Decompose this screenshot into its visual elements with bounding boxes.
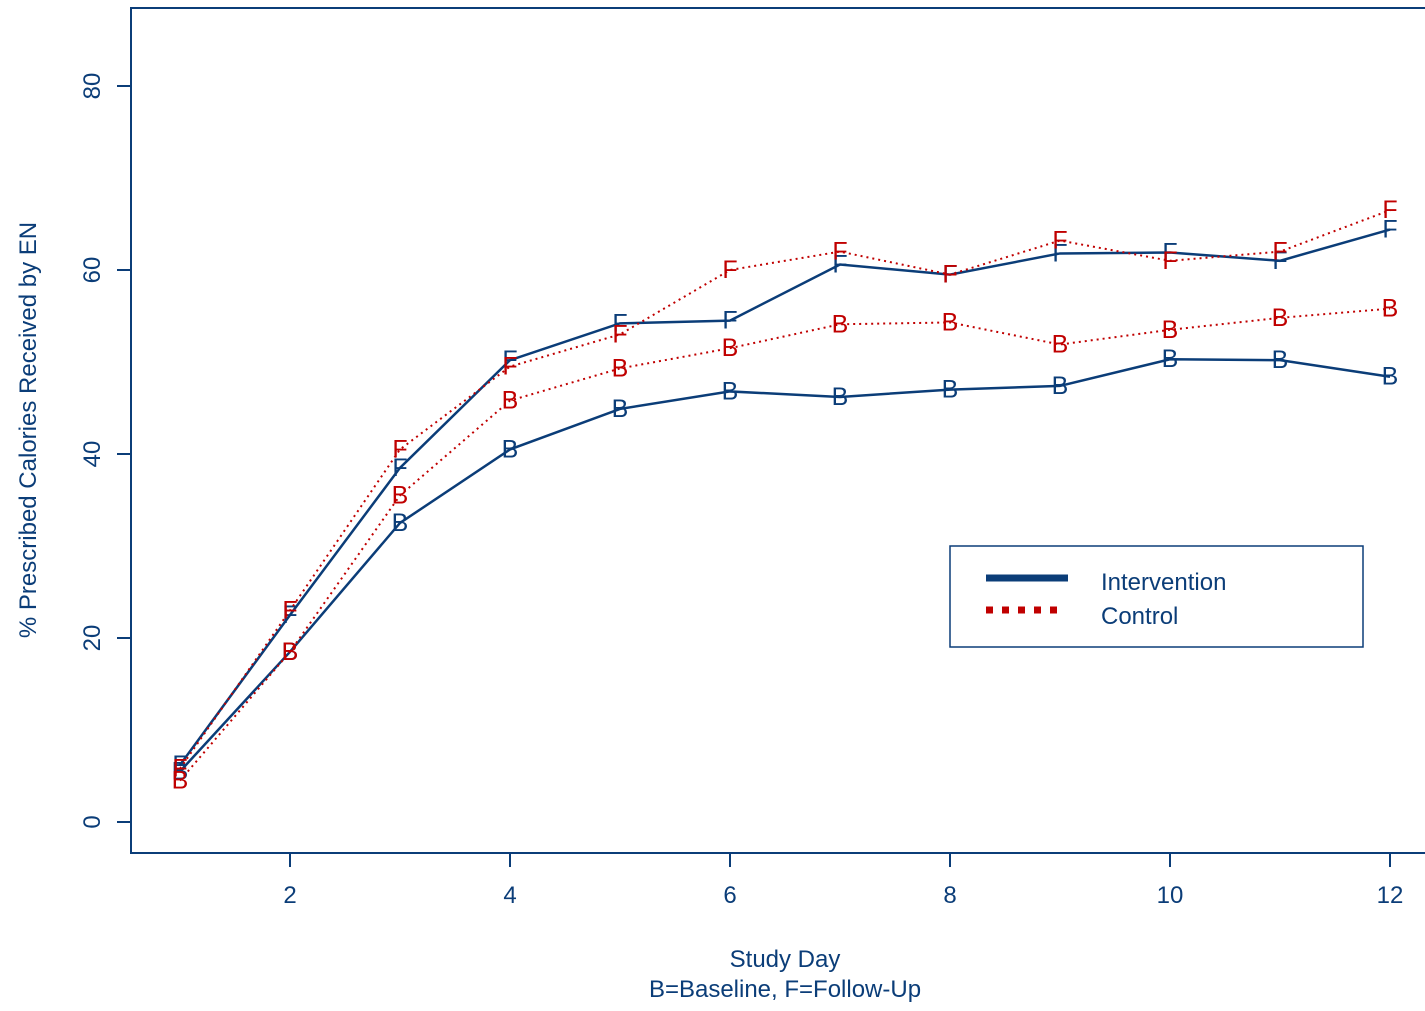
legend: Intervention Control: [949, 545, 1364, 648]
point-marker-control-f: F: [392, 435, 407, 463]
point-marker-control-b: B: [722, 334, 739, 362]
point-marker-intervention-f: F: [172, 751, 187, 779]
point-marker-intervention-b: B: [832, 383, 849, 411]
plot-frame: [130, 7, 1425, 854]
point-marker-control-f: F: [722, 256, 737, 284]
y-tick-label: 40: [79, 441, 106, 468]
point-marker-intervention-b: B: [942, 376, 959, 404]
point-marker-intervention-f: F: [1382, 216, 1397, 244]
x-tick-label: 2: [283, 882, 296, 909]
point-marker-control-b: B: [1052, 331, 1069, 359]
point-marker-intervention-b: B: [1382, 363, 1399, 391]
point-marker-intervention-f: F: [392, 454, 407, 482]
point-marker-control-b: B: [172, 767, 189, 795]
point-marker-intervention-b: B: [172, 757, 189, 785]
point-marker-control-b: B: [392, 481, 409, 509]
x-axis-subtitle: B=Baseline, F=Follow-Up: [649, 976, 921, 1003]
point-marker-intervention-b: B: [392, 509, 409, 537]
x-tick-label: 12: [1377, 882, 1404, 909]
point-marker-intervention-b: B: [502, 435, 519, 463]
y-axis-title: % Prescribed Calories Received by EN: [15, 222, 42, 638]
point-marker-intervention-b: B: [612, 395, 629, 423]
point-marker-control-b: B: [1162, 316, 1179, 344]
y-tick-label: 20: [79, 625, 106, 652]
point-marker-intervention-f: F: [612, 309, 627, 337]
x-tick-label: 8: [943, 882, 956, 909]
point-marker-control-f: F: [942, 261, 957, 289]
point-marker-intervention-b: B: [1272, 346, 1289, 374]
point-marker-control-b: B: [832, 310, 849, 338]
y-tick-label: 60: [79, 257, 106, 284]
point-marker-intervention-f: F: [1162, 239, 1177, 267]
point-marker-intervention-f: F: [502, 346, 517, 374]
point-marker-control-f: F: [282, 596, 297, 624]
y-tick-label: 0: [79, 815, 106, 828]
point-marker-control-b: B: [502, 387, 519, 415]
x-tick-label: 6: [723, 882, 736, 909]
series-line-intervention-f: [178, 228, 1391, 766]
x-axis: 2 4 6 8 10 12: [283, 853, 1403, 909]
point-marker-control-f: F: [832, 238, 847, 266]
series-line-intervention-b: [179, 357, 1391, 773]
point-marker-intervention-b: B: [1052, 372, 1069, 400]
point-marker-intervention-f: F: [282, 601, 297, 629]
x-tick-label: 10: [1157, 882, 1184, 909]
point-marker-control-b: B: [1272, 304, 1289, 332]
point-marker-control-b: B: [282, 638, 299, 666]
point-marker-control-b: B: [612, 354, 629, 382]
point-marker-control-b: B: [942, 308, 959, 336]
point-marker-intervention-f: F: [1052, 239, 1067, 267]
point-marker-control-f: F: [1382, 196, 1397, 224]
y-tick-label: 80: [79, 73, 106, 100]
point-marker-intervention-f: F: [722, 307, 737, 335]
point-marker-control-f: F: [1052, 227, 1067, 255]
series-line-control-b: [179, 307, 1391, 782]
y-axis: 0 20 40 60 80: [79, 73, 131, 829]
point-marker-intervention-f: F: [1272, 247, 1287, 275]
point-marker-control-f: F: [1272, 238, 1287, 266]
x-axis-title: Study Day: [730, 946, 841, 973]
legend-box: [949, 545, 1364, 648]
point-marker-control-f: F: [1162, 247, 1177, 275]
point-marker-intervention-b: B: [1162, 345, 1179, 373]
x-tick-label: 4: [503, 882, 516, 909]
point-marker-control-b: B: [1382, 295, 1399, 323]
series-line-control-f: [179, 209, 1391, 770]
point-marker-intervention-f: F: [832, 250, 847, 278]
legend-label-control: Control: [1101, 603, 1178, 630]
point-marker-control-f: F: [502, 353, 517, 381]
point-marker-control-f: F: [612, 320, 627, 348]
legend-label-intervention: Intervention: [1101, 569, 1226, 596]
point-marker-intervention-b: B: [722, 377, 739, 405]
